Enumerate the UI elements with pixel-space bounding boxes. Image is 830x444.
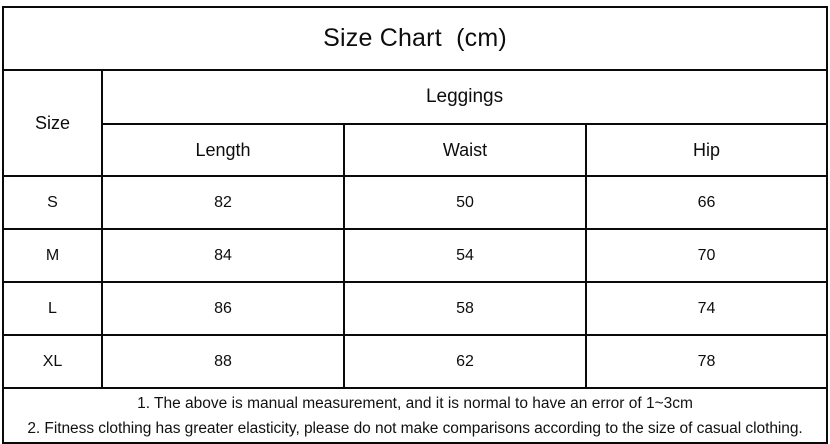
- cell-waist: 58: [343, 281, 587, 336]
- cell-length: 82: [101, 175, 345, 230]
- footnotes: 1. The above is manual measurement, and …: [1, 387, 829, 444]
- cell-waist: 62: [343, 334, 587, 389]
- table-row: XL 88 62 78: [2, 334, 829, 389]
- cell-hip: 70: [584, 228, 829, 283]
- column-header-row: Length Waist Hip: [3, 123, 829, 177]
- column-header-waist: Waist: [343, 123, 587, 177]
- cell-hip: 74: [584, 281, 829, 336]
- table-row: S 82 50 66: [2, 175, 829, 230]
- footnote-measurement-error: 1. The above is manual measurement, and …: [137, 394, 693, 412]
- footnote-elasticity: 2. Fitness clothing has greater elastici…: [27, 419, 803, 437]
- group-header-leggings: Leggings: [100, 69, 829, 125]
- column-header-size: Size: [2, 69, 103, 177]
- cell-size: L: [2, 281, 103, 336]
- chart-title-text: Size Chart (cm): [323, 24, 507, 52]
- cell-length: 84: [101, 228, 345, 283]
- cell-size: S: [2, 175, 103, 230]
- column-header-hip: Hip: [584, 123, 829, 177]
- cell-hip: 78: [584, 334, 829, 389]
- cell-length: 88: [101, 334, 345, 389]
- table-row: L 86 58 74: [2, 281, 829, 336]
- group-header-row: Size Leggings: [2, 69, 829, 177]
- chart-title: Size Chart (cm): [1, 6, 829, 71]
- cell-waist: 54: [343, 228, 587, 283]
- cell-size: XL: [2, 334, 103, 389]
- cell-waist: 50: [343, 175, 587, 230]
- title-row: Size Chart (cm): [1, 6, 829, 71]
- column-header-length: Length: [101, 123, 345, 177]
- notes-row: 1. The above is manual measurement, and …: [1, 387, 829, 444]
- cell-length: 86: [101, 281, 345, 336]
- table-row: M 84 54 70: [2, 228, 829, 283]
- cell-hip: 66: [584, 175, 829, 230]
- cell-size: M: [2, 228, 103, 283]
- size-chart-table: Size Chart (cm) Size Leggings Length Wai…: [1, 6, 829, 444]
